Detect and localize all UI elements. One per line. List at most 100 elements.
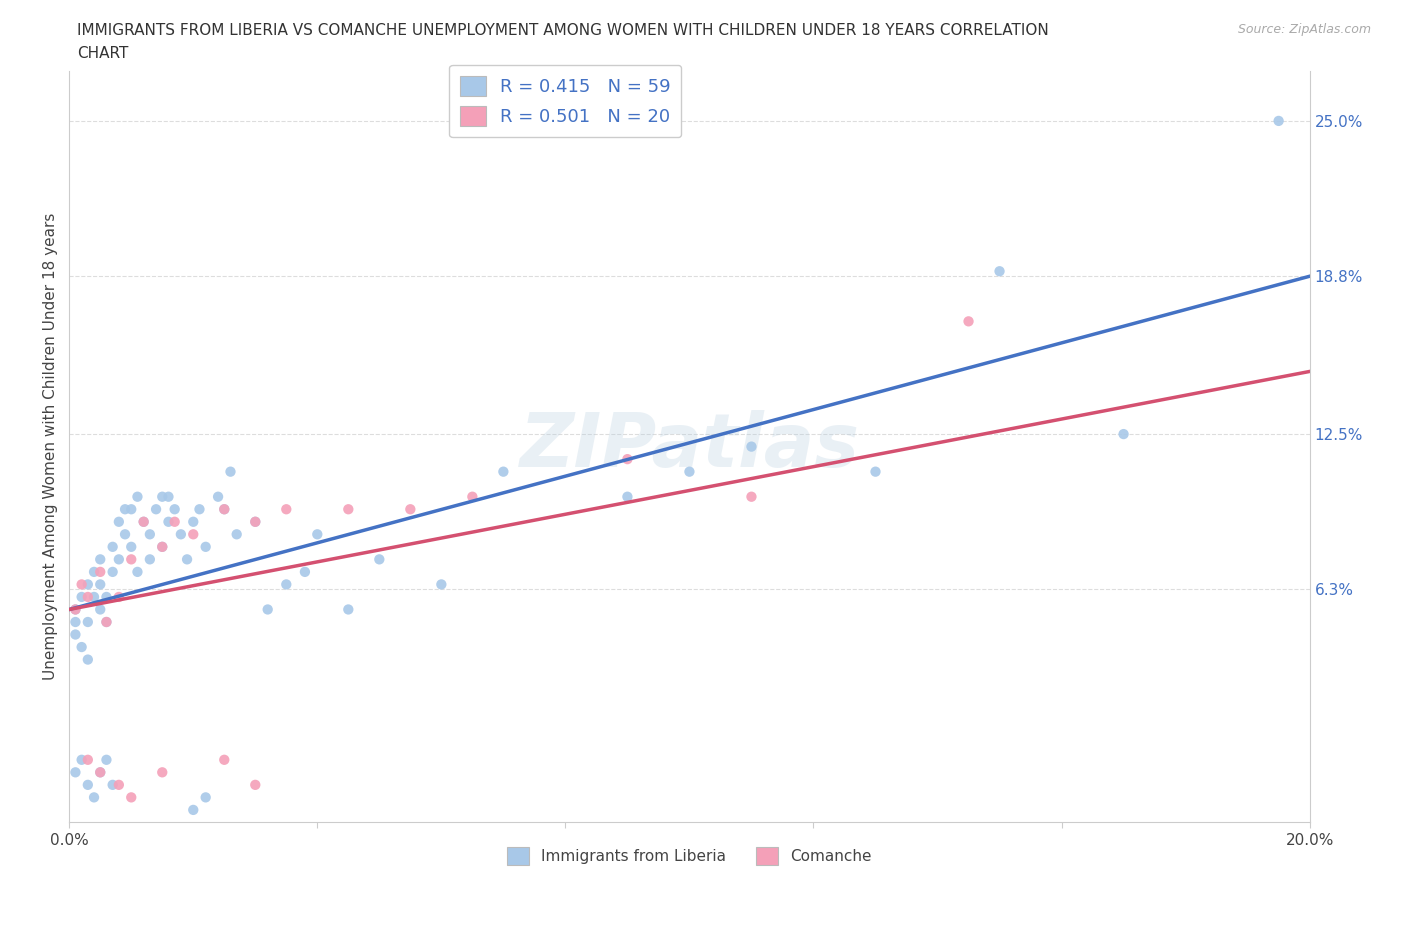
Point bbox=[76, 777, 98, 792]
Point bbox=[245, 777, 267, 792]
Point bbox=[157, 514, 180, 529]
Point bbox=[181, 803, 204, 817]
Point bbox=[108, 777, 131, 792]
Point bbox=[89, 764, 111, 779]
Point bbox=[740, 489, 762, 504]
Point bbox=[256, 602, 278, 617]
Point bbox=[96, 615, 118, 630]
Point bbox=[150, 539, 173, 554]
Text: IMMIGRANTS FROM LIBERIA VS COMANCHE UNEMPLOYMENT AMONG WOMEN WITH CHILDREN UNDER: IMMIGRANTS FROM LIBERIA VS COMANCHE UNEM… bbox=[77, 23, 1049, 38]
Point bbox=[65, 602, 87, 617]
Point bbox=[76, 590, 98, 604]
Point bbox=[181, 527, 204, 542]
Point bbox=[132, 514, 155, 529]
Text: Source: ZipAtlas.com: Source: ZipAtlas.com bbox=[1237, 23, 1371, 36]
Point bbox=[150, 764, 173, 779]
Point bbox=[76, 752, 98, 767]
Legend: Immigrants from Liberia, Comanche: Immigrants from Liberia, Comanche bbox=[501, 842, 877, 871]
Point bbox=[96, 752, 118, 767]
Point bbox=[176, 551, 198, 566]
Point bbox=[96, 615, 118, 630]
Point bbox=[1112, 427, 1135, 442]
Point bbox=[101, 565, 124, 579]
Point bbox=[70, 577, 93, 591]
Point bbox=[114, 502, 136, 517]
Point bbox=[1267, 113, 1289, 128]
Point bbox=[214, 502, 236, 517]
Point bbox=[108, 551, 131, 566]
Point bbox=[145, 502, 167, 517]
Point bbox=[207, 489, 229, 504]
Point bbox=[194, 790, 217, 804]
Point bbox=[108, 590, 131, 604]
Point bbox=[70, 752, 93, 767]
Point bbox=[89, 764, 111, 779]
Point bbox=[76, 615, 98, 630]
Point bbox=[368, 551, 391, 566]
Point bbox=[150, 539, 173, 554]
Point bbox=[76, 652, 98, 667]
Point bbox=[101, 539, 124, 554]
Point bbox=[194, 539, 217, 554]
Point bbox=[127, 565, 149, 579]
Point bbox=[101, 777, 124, 792]
Text: ZIPatlas: ZIPatlas bbox=[519, 410, 859, 483]
Point bbox=[163, 514, 186, 529]
Point bbox=[89, 602, 111, 617]
Point bbox=[114, 527, 136, 542]
Point bbox=[83, 565, 105, 579]
Point bbox=[225, 527, 247, 542]
Point bbox=[957, 314, 980, 329]
Point bbox=[65, 764, 87, 779]
Point bbox=[70, 640, 93, 655]
Point bbox=[245, 514, 267, 529]
Point bbox=[65, 615, 87, 630]
Point bbox=[108, 514, 131, 529]
Point bbox=[139, 527, 162, 542]
Point bbox=[188, 502, 211, 517]
Point bbox=[307, 527, 329, 542]
Text: CHART: CHART bbox=[77, 46, 129, 61]
Point bbox=[120, 551, 142, 566]
Y-axis label: Unemployment Among Women with Children Under 18 years: Unemployment Among Women with Children U… bbox=[44, 213, 58, 681]
Point bbox=[120, 790, 142, 804]
Point bbox=[461, 489, 484, 504]
Point bbox=[865, 464, 887, 479]
Point bbox=[430, 577, 453, 591]
Point bbox=[65, 627, 87, 642]
Point bbox=[89, 577, 111, 591]
Point bbox=[616, 489, 638, 504]
Point bbox=[219, 464, 242, 479]
Point bbox=[132, 514, 155, 529]
Point bbox=[492, 464, 515, 479]
Point bbox=[83, 790, 105, 804]
Point bbox=[399, 502, 422, 517]
Point bbox=[337, 602, 360, 617]
Point bbox=[89, 565, 111, 579]
Point bbox=[616, 452, 638, 467]
Point bbox=[96, 590, 118, 604]
Point bbox=[120, 502, 142, 517]
Point bbox=[678, 464, 700, 479]
Point bbox=[245, 514, 267, 529]
Point bbox=[214, 502, 236, 517]
Point bbox=[181, 514, 204, 529]
Point bbox=[988, 264, 1011, 279]
Point bbox=[83, 590, 105, 604]
Point bbox=[127, 489, 149, 504]
Point bbox=[76, 577, 98, 591]
Point bbox=[120, 539, 142, 554]
Point bbox=[65, 602, 87, 617]
Point bbox=[150, 489, 173, 504]
Point bbox=[276, 502, 298, 517]
Point bbox=[276, 577, 298, 591]
Point bbox=[89, 551, 111, 566]
Point bbox=[214, 752, 236, 767]
Point bbox=[157, 489, 180, 504]
Point bbox=[740, 439, 762, 454]
Point bbox=[139, 551, 162, 566]
Point bbox=[70, 590, 93, 604]
Point bbox=[337, 502, 360, 517]
Point bbox=[163, 502, 186, 517]
Point bbox=[294, 565, 316, 579]
